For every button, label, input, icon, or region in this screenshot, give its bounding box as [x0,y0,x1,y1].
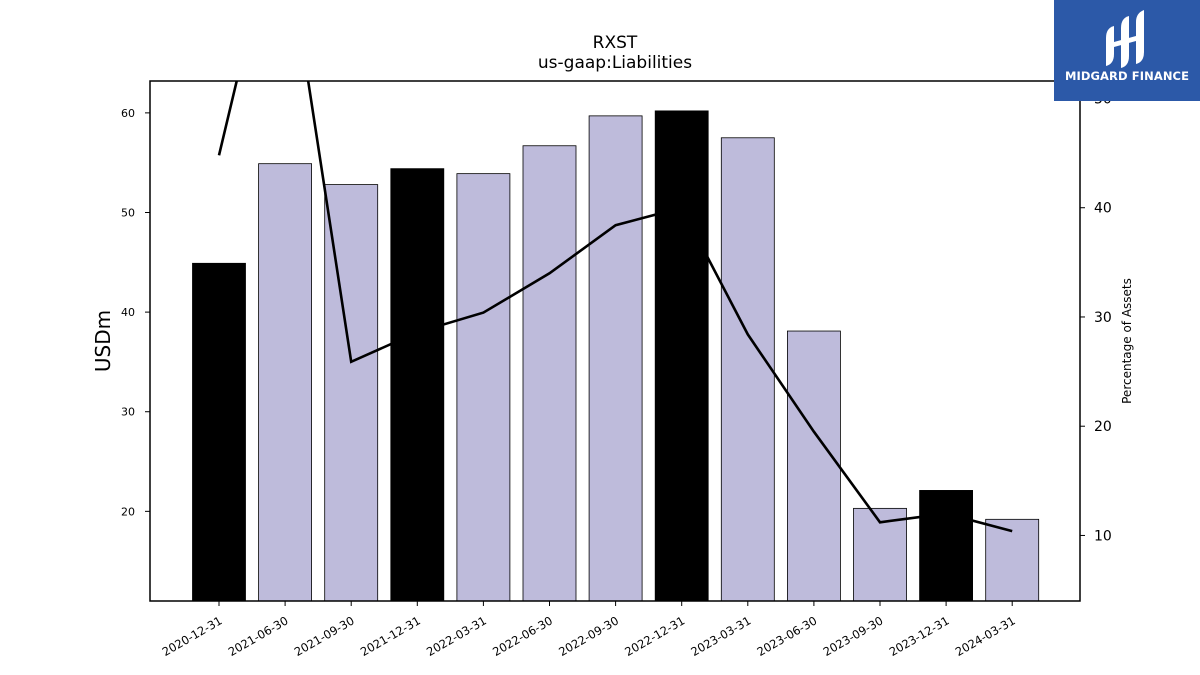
x-tick-label: 2023-06-30 [755,613,820,659]
y-tick-label: 20 [121,505,135,518]
brand-logo: MIDGARD FINANCE [1054,0,1200,101]
y2-tick-label: 30 [1094,310,1112,326]
x-tick-label: 2024-03-31 [953,613,1018,659]
x-tick-label: 2023-12-31 [887,613,952,659]
bar-2024-03-31 [985,518,1040,602]
y-tick-label: 40 [121,306,135,319]
plot-frame [149,80,1081,602]
x-tick-label: 2021-09-30 [292,613,357,659]
x-tick-label: 2022-03-31 [424,613,489,659]
y2-tick-label: 20 [1094,419,1112,435]
bar-2023-12-31 [919,490,973,602]
bar-2023-03-31 [720,137,775,602]
chart-subtitle: us-gaap:Liabilities [538,53,692,73]
x-tick-label: 2022-12-31 [622,613,687,659]
x-tick-label: 2022-09-30 [556,613,621,659]
bars-layer [192,110,1040,602]
x-tick-label: 2021-12-31 [358,613,423,659]
y-axis-label: USDm [91,310,115,372]
bar-2023-06-30 [787,330,841,602]
bar-2021-12-31 [390,168,445,602]
bar-2022-06-30 [522,145,577,602]
x-tick-label: 2021-06-30 [226,613,291,659]
bar-2023-09-30 [853,507,907,602]
x-tick-label: 2022-06-30 [490,613,555,659]
bar-2022-12-31 [654,110,709,602]
y2-tick-label: 40 [1094,201,1112,217]
bar-2022-09-30 [588,115,643,602]
brand-name: MIDGARD FINANCE [1064,69,1190,83]
x-tick-label: 2023-09-30 [821,613,886,659]
y2-axis-label: Percentage of Assets [1120,278,1134,404]
y-tick-label: 50 [121,206,135,219]
x-tick-label: 2020-12-31 [160,613,225,659]
bar-2021-06-30 [258,163,313,602]
y-tick-label: 60 [121,107,135,120]
y2-tick-label: 10 [1094,528,1112,544]
midgard-logo-icon [1106,10,1144,68]
bar-2020-12-31 [192,262,246,602]
x-tick-label: 2023-03-31 [688,613,753,659]
bar-2022-03-31 [456,173,511,602]
series-line [217,81,1013,533]
y-tick-label: 30 [121,406,135,419]
line-layer [217,81,1013,533]
chart-title: RXST [593,33,638,53]
